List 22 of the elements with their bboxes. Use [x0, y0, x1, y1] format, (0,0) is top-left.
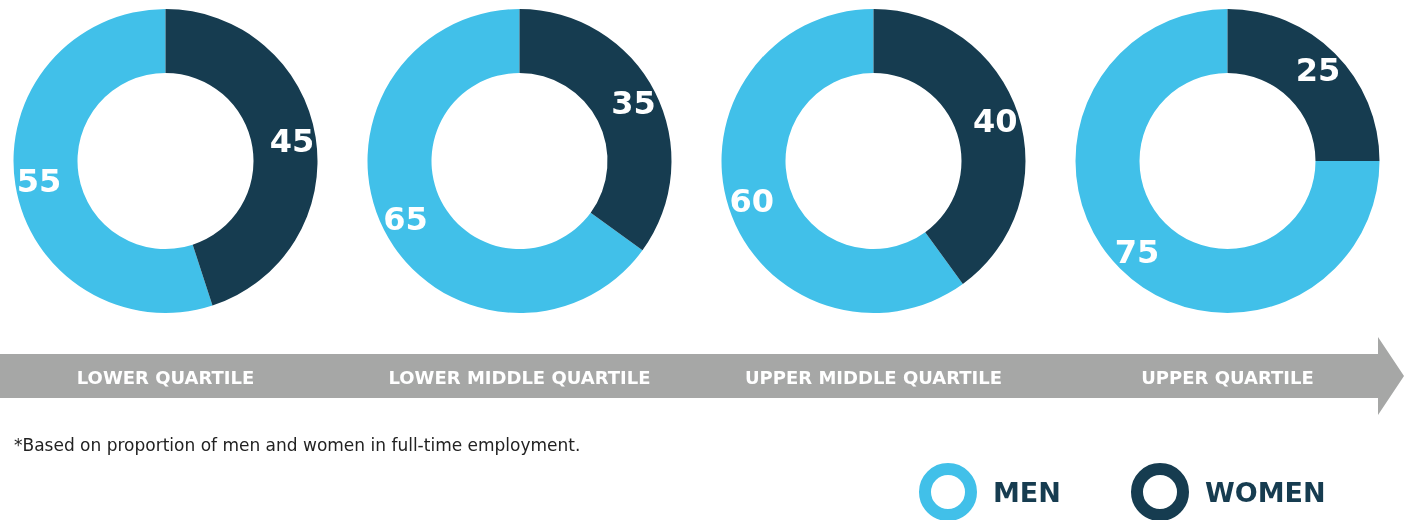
text: UPPER QUARTILE	[1141, 366, 1314, 388]
donut-slice	[165, 9, 318, 306]
text: *Based on proportion of men and women in full-time employment.	[14, 435, 581, 455]
donut-slice	[1227, 9, 1380, 161]
donut-slice	[519, 9, 672, 251]
data-label: 25	[1295, 51, 1341, 90]
data-label: 65	[383, 200, 428, 239]
data-label: 60	[729, 181, 775, 220]
legend-label: MEN	[993, 476, 1061, 508]
legend-label: WOMEN	[1205, 476, 1326, 508]
donut-slice	[1075, 9, 1380, 313]
text: LOWER QUARTILE	[76, 366, 255, 388]
text: LOWER MIDDLE QUARTILE	[388, 366, 651, 388]
donut-slice	[721, 9, 963, 313]
data-label: 45	[269, 121, 315, 160]
text: UPPER MIDDLE QUARTILE	[744, 366, 1003, 388]
data-label: 75	[1114, 232, 1160, 271]
data-label: 55	[16, 162, 62, 201]
data-label: 35	[611, 83, 656, 122]
donut-slice	[873, 9, 1026, 284]
data-label: 40	[972, 102, 1018, 141]
donut-slice	[13, 9, 213, 313]
